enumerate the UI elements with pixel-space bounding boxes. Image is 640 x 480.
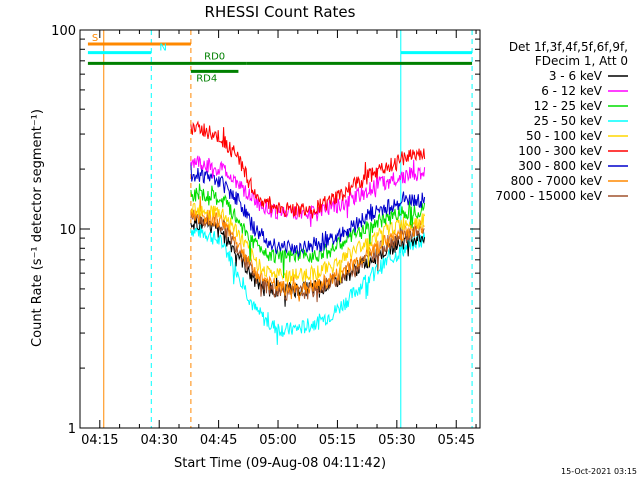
legend-header: FDecim 1, Att 0 [535, 54, 628, 68]
flag-label: RD0 [204, 51, 225, 62]
y-axis-label: Count Rate (s⁻¹ detector segment⁻¹) [30, 109, 45, 347]
legend-entry-label: 800 - 7000 keV [511, 174, 603, 188]
series-lines [190, 120, 426, 345]
series-line [190, 183, 426, 279]
legend-entry-label: 7000 - 15000 keV [495, 189, 602, 203]
flag-bars: S N RD0 RD4 [87, 33, 473, 84]
legend-header: Det 1f,3f,4f,5f,6f,9f, [509, 40, 628, 54]
legend-entry-label: 3 - 6 keV [549, 69, 603, 83]
chart-title: RHESSI Count Rates [205, 3, 356, 21]
footer-timestamp: 15-Oct-2021 03:15 [561, 467, 637, 476]
legend-entry-label: 100 - 300 keV [518, 144, 602, 158]
legend-entry-label: 6 - 12 keV [541, 84, 603, 98]
y-tick-label: 1 [68, 422, 76, 437]
legend-entry-label: 50 - 100 keV [526, 129, 603, 143]
series-line [190, 202, 426, 284]
flag-label: N [159, 43, 166, 54]
y-tick-label: 10 [59, 223, 76, 238]
series-line [190, 120, 426, 219]
plot-frame [79, 29, 481, 429]
x-tick-label: 05:15 [319, 433, 356, 448]
series-line [190, 224, 426, 345]
x-axis-label: Start Time (09-Aug-08 04:11:42) [174, 456, 386, 471]
flag-label: RD4 [196, 73, 217, 84]
legend-entry-label: 25 - 50 keV [534, 114, 603, 128]
x-tick-label: 04:30 [140, 433, 177, 448]
x-tick-label: 05:00 [259, 433, 296, 448]
legend-entry-label: 300 - 800 keV [518, 159, 602, 173]
series-line [190, 155, 426, 227]
y-tick-label: 100 [51, 24, 76, 39]
series-line [190, 162, 426, 258]
legend: Det 1f,3f,4f,5f,6f,9f,FDecim 1, Att 03 -… [495, 40, 628, 203]
x-tick-label: 05:30 [378, 433, 415, 448]
axes: 1 10 100 04:15 04:30 04:45 05:00 05:15 05:30 05:4… [51, 24, 481, 448]
flag-label: S [92, 33, 98, 44]
x-tick-label: 04:15 [81, 433, 118, 448]
x-tick-label: 04:45 [200, 433, 237, 448]
x-tick-label: 05:45 [438, 433, 475, 448]
legend-entry-label: 12 - 25 keV [534, 99, 603, 113]
